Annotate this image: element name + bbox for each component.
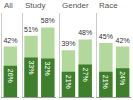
svg-text:26%: 26% <box>7 69 14 83</box>
svg-text:42%: 42% <box>116 37 130 44</box>
svg-text:39%: 39% <box>61 40 75 47</box>
svg-text:24%: 24% <box>119 71 126 85</box>
svg-text:45%: 45% <box>99 33 113 40</box>
svg-text:Gender: Gender <box>62 1 89 10</box>
svg-text:32%: 32% <box>44 62 51 76</box>
svg-text:33%: 33% <box>28 60 35 74</box>
svg-text:All: All <box>4 1 13 10</box>
svg-text:Race: Race <box>99 1 118 10</box>
svg-text:21%: 21% <box>102 75 109 89</box>
svg-text:21%: 21% <box>65 75 72 89</box>
svg-text:Study: Study <box>25 1 45 10</box>
svg-text:51%: 51% <box>24 26 38 33</box>
svg-text:48%: 48% <box>78 29 92 36</box>
svg-text:27%: 27% <box>82 68 89 82</box>
svg-text:58%: 58% <box>41 17 55 24</box>
svg-text:42%: 42% <box>3 37 17 44</box>
